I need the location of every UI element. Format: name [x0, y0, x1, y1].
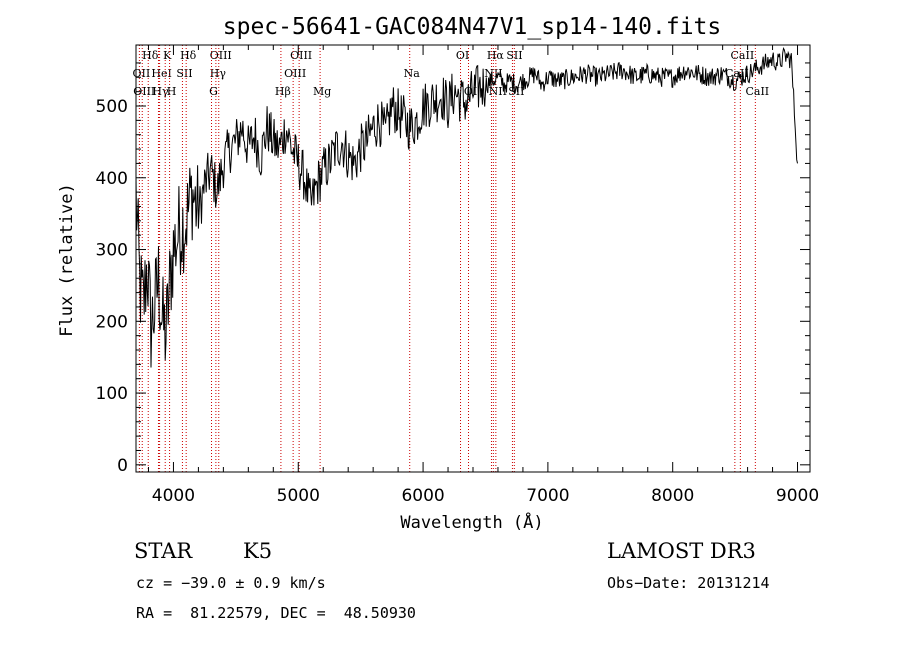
spectral-line-label: K — [163, 49, 172, 62]
y-tick-label: 300 — [96, 241, 128, 261]
spectrum-line — [135, 46, 798, 368]
x-tick-label: 6000 — [401, 486, 444, 506]
spectral-line-label: CaII — [745, 85, 769, 98]
spectral-line-label: Hβ — [275, 85, 291, 98]
spectral-line-label: G — [209, 85, 218, 98]
spectral-line-label: CaII — [731, 49, 755, 62]
plot-frame — [135, 44, 811, 473]
spectral-line-label: OIII — [290, 49, 312, 62]
spectral-line-label: NII — [484, 67, 502, 80]
spectral-line-label: Hδ — [142, 49, 159, 62]
spectral-line-label: SII — [506, 49, 522, 62]
survey-name: LAMOST DR3 — [607, 539, 756, 563]
spectral-line-label: Hα — [487, 49, 505, 62]
object-subclass: K5 — [243, 539, 273, 563]
spectral-line-label: Mg — [313, 85, 331, 98]
spectral-line-label: Na — [404, 67, 421, 80]
spectral-line-label: OII — [133, 67, 151, 80]
y-tick-label: 500 — [96, 97, 128, 117]
x-tick-label: 4000 — [152, 486, 195, 506]
chart-title: spec-56641-GAC084N47V1_sp14-140.fits — [223, 14, 722, 40]
coordinates-text: RA = 81.22579, DEC = 48.50930 — [136, 604, 416, 622]
spectral-line-label: H — [167, 85, 177, 98]
spectral-line-label: Hγ — [210, 67, 227, 80]
spectral-line-label: SII — [176, 67, 192, 80]
y-tick-label: 0 — [117, 456, 128, 476]
x-axis: 4000 5000 6000 7000 8000 9000 — [147, 45, 819, 506]
x-tick-label: 5000 — [277, 486, 320, 506]
y-tick-label: 100 — [96, 384, 128, 404]
spectral-line-label: OIII — [133, 85, 155, 98]
spectral-line-label: OIII — [284, 67, 306, 80]
object-class: STAR — [134, 539, 193, 563]
spectral-line-label: HeI — [151, 67, 171, 80]
spectral-line-label: Hδ — [180, 49, 197, 62]
x-tick-label: 9000 — [776, 486, 819, 506]
x-tick-label: 8000 — [651, 486, 694, 506]
spectral-line-label: OIII — [210, 49, 232, 62]
y-tick-label: 400 — [96, 169, 128, 189]
obs-date-text: Obs−Date: 20131214 — [607, 574, 770, 592]
spectral-line-label: NII — [489, 85, 507, 98]
spectral-line-label: OI — [456, 49, 469, 62]
y-axis-label: Flux (relative) — [57, 183, 77, 337]
x-tick-label: 7000 — [526, 486, 569, 506]
spectral-line-label: Hγ — [152, 85, 169, 98]
redshift-text: cz = −39.0 ± 0.9 km/s — [136, 574, 326, 592]
spectrum-series — [135, 46, 798, 368]
x-axis-label: Wavelength (Å) — [400, 511, 543, 533]
y-tick-label: 200 — [96, 312, 128, 332]
y-axis: 0 100 200 300 400 500 — [96, 62, 810, 476]
